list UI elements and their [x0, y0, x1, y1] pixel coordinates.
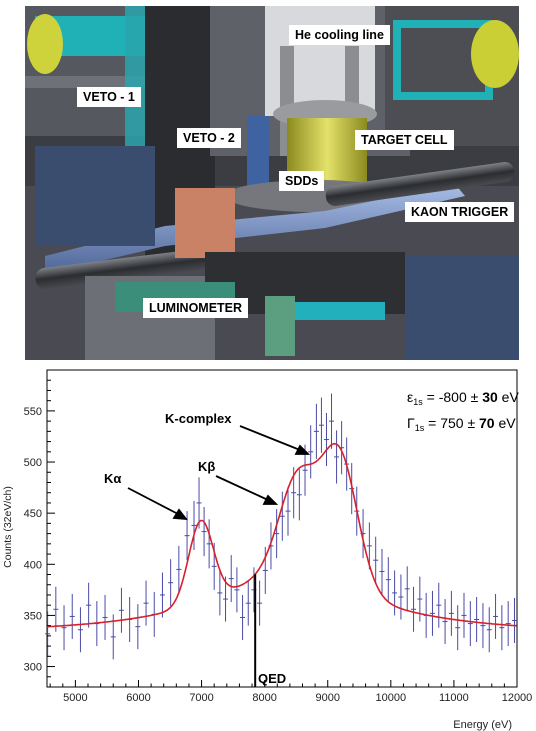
y-axis-label: Counts (32eV/ch) [2, 486, 14, 568]
k-alpha-arrow [127, 487, 179, 515]
epsilon-symbol: ε [407, 389, 413, 405]
epsilon-annotation: ε1s = -800 ± 30 eV [407, 389, 519, 407]
y-tick-label: 300 [24, 662, 42, 674]
x-tick-label: 10000 [376, 692, 407, 704]
k-alpha-label: Kα [104, 471, 121, 486]
fit-curve [46, 442, 517, 628]
epsilon-subscript: 1s [413, 397, 423, 407]
label-target-cell: TARGET CELL [355, 130, 454, 150]
spectrum-chart: 5000 6000 7000 8000 9000 10000 11000 12000 300 35… [0, 362, 536, 731]
x-tick-label: 9000 [315, 692, 339, 704]
label-veto-2: VETO - 2 [177, 128, 241, 148]
x-tick-label: 8000 [252, 692, 276, 704]
spectrum-plot: 5000 6000 7000 8000 9000 10000 11000 12000 300 35… [2, 369, 533, 731]
detector-setup-render: He cooling line VETO - 1 VETO - 2 TARGET… [25, 6, 519, 360]
x-tick-label: 7000 [189, 692, 213, 704]
epsilon-unit: eV [498, 389, 520, 405]
k-complex-arrow [239, 425, 301, 451]
x-tick-label: 11000 [439, 692, 469, 704]
x-axis-label: Energy (eV) [453, 719, 512, 731]
label-sdds: SDDs [279, 171, 325, 191]
y-tick-label: 500 [24, 457, 42, 469]
gamma-symbol: Γ [407, 415, 415, 431]
x-tick-label: 5000 [63, 692, 87, 704]
k-beta-arrowhead [262, 494, 279, 505]
k-beta-label: Kβ [198, 459, 215, 474]
y-tick-label: 400 [24, 559, 42, 571]
label-he-cooling-line: He cooling line [289, 25, 390, 45]
label-luminometer: LUMINOMETER [143, 298, 249, 318]
x-tick-label: 6000 [126, 692, 150, 704]
k-complex-arrowhead [294, 444, 311, 455]
y-tick-label: 350 [24, 610, 42, 622]
detector-drawing [25, 6, 519, 360]
k-complex-label: K-complex [165, 411, 232, 426]
label-kaon-trigger: KAON TRIGGER [405, 202, 515, 222]
k-beta-arrow [215, 475, 269, 501]
epsilon-error: 30 [482, 389, 498, 405]
gamma-error: 70 [479, 415, 495, 431]
annotation-arrows [127, 425, 311, 521]
gamma-value: = 750 ± [424, 415, 479, 431]
y-tick-label: 550 [24, 406, 42, 418]
x-tick-label: 12000 [502, 692, 533, 704]
gamma-annotation: Γ1s = 750 ± 70 eV [407, 415, 516, 433]
gamma-subscript: 1s [415, 423, 425, 433]
gamma-unit: eV [495, 415, 517, 431]
qed-label: QED [258, 671, 286, 686]
y-tick-label: 450 [24, 508, 42, 520]
label-veto-1: VETO - 1 [77, 87, 141, 107]
k-alpha-arrowhead [172, 508, 188, 521]
epsilon-value: = -800 ± [423, 389, 482, 405]
